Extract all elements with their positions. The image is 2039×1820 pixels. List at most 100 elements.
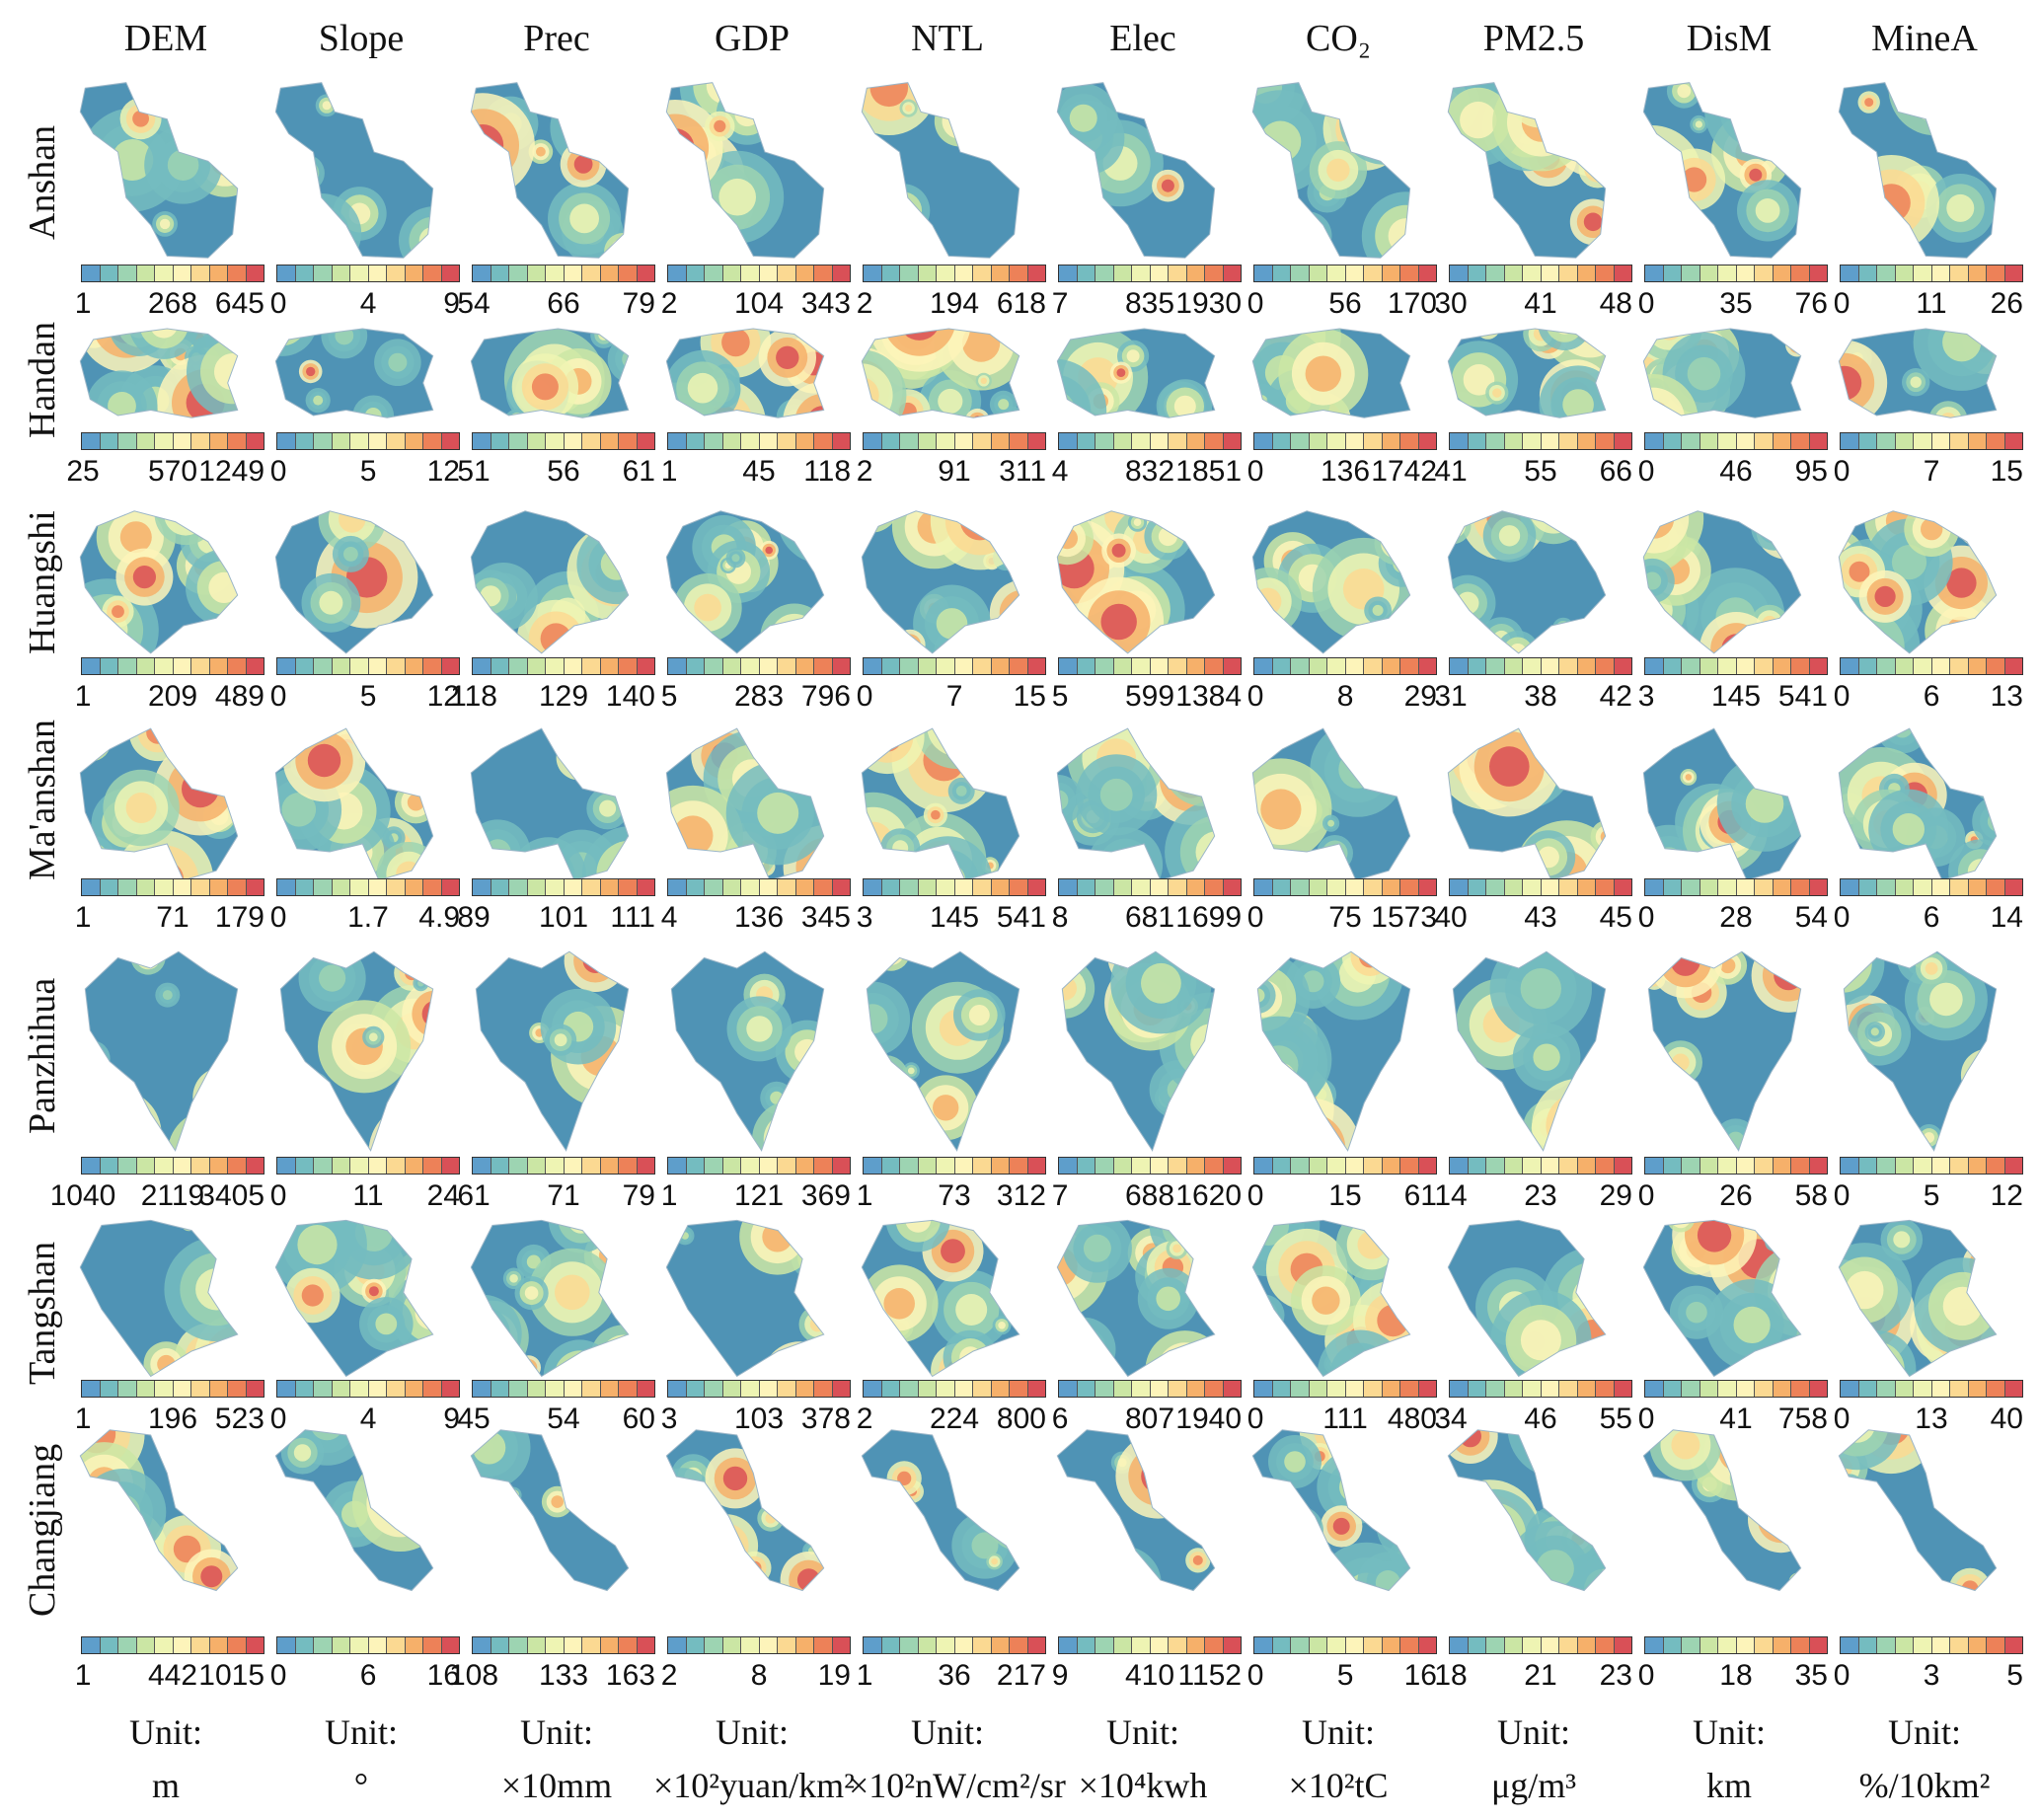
colorbar [863,1157,1046,1175]
tick-label: 179 [214,901,264,934]
unit-label: Unit: m [67,1706,264,1812]
tick-label: 1 [856,1179,873,1212]
tick-label: 0 [1637,1403,1655,1435]
colorbar [1644,432,1828,450]
tick-label: 26 [1719,1179,1753,1212]
colorbar [863,1380,1046,1398]
tick-label: 1.7 [347,901,389,934]
colorbar-ticks: 14 23 29 [1434,1176,1632,1216]
tick-label: 40 [1434,901,1468,934]
unit-value: ×10²yuan/km² [653,1766,855,1805]
tick-label: 0 [1246,680,1264,713]
tick-label: 0 [1637,1179,1655,1212]
tick-label: 645 [214,287,264,320]
map-panel [468,318,632,426]
tick-label: 4 [359,1403,377,1435]
tick-label: 7 [1051,1179,1069,1212]
colorbar-ticks: 0 11 24 [270,1176,460,1216]
tick-label: 45 [742,455,776,488]
map-panel [1445,1217,1609,1385]
colorbar [472,1636,655,1654]
colorbar [1253,1157,1437,1175]
column-header: Elec [1109,18,1176,59]
tick-label: 129 [539,680,589,713]
colorbar-ticks: 2 194 618 [857,284,1046,324]
unit-caption: Unit: [715,1712,789,1752]
column-header: Prec [523,18,590,59]
tick-label: 0 [1833,287,1850,320]
tick-label: 18 [1434,1659,1468,1692]
colorbar-ticks: 0 13 40 [1834,1400,2023,1439]
colorbar-ticks: 108 133 163 [449,1656,655,1696]
tick-label: 0 [1833,680,1850,713]
tick-label: 76 [1794,287,1828,320]
tick-label: 15 [1013,680,1046,713]
tick-label: 0 [1833,901,1850,934]
colorbar [1058,1380,1242,1398]
unit-label: Unit: ×10²nW/cm²/sr [849,1706,1066,1812]
tick-label: 9 [443,1403,460,1435]
colorbar-ticks: 31 38 42 [1434,677,1632,717]
tick-label: 1 [660,1179,678,1212]
tick-label: 111 [1322,1403,1368,1435]
row-header: Huangshi [22,510,63,654]
colorbar [276,1380,460,1398]
colorbar [1449,1636,1632,1654]
tick-label: 6 [1923,680,1940,713]
map-panel [77,725,241,883]
tick-label: 43 [1524,901,1557,934]
colorbar-ticks: 0 56 170 [1247,284,1437,324]
colorbar [1840,265,2023,282]
tick-label: 0 [1833,1179,1850,1212]
colorbar [667,657,851,675]
colorbar-ticks: 7 835 1930 [1052,284,1243,324]
tick-label: 12 [426,680,460,713]
colorbar-ticks: 1040 2119 3405 [50,1176,264,1216]
map-panel [859,725,1022,883]
colorbar [1840,1157,2023,1175]
tick-label: 224 [930,1403,980,1435]
colorbar [81,265,264,282]
column-header: DisM [1686,18,1773,59]
colorbar-ticks: 4 136 345 [661,898,851,938]
tick-label: 66 [547,287,580,320]
colorbar [472,265,655,282]
tick-label: 0 [1246,901,1264,934]
tick-label: 2 [856,455,873,488]
map-panel [1054,503,1218,656]
colorbar [1644,657,1828,675]
map-panel [272,503,436,656]
tick-label: 0 [1833,1659,1850,1692]
tick-label: 0 [1637,1659,1655,1692]
tick-label: 104 [734,287,785,320]
colorbar [1058,1636,1242,1654]
tick-label: 28 [1719,901,1753,934]
colorbar-ticks: 0 1.7 4.9 [270,898,460,938]
tick-label: 6 [1051,1403,1069,1435]
tick-label: 1 [74,680,92,713]
tick-label: 23 [1524,1179,1557,1212]
colorbar-ticks: 0 5 16 [1247,1656,1437,1696]
colorbar [1840,878,2023,896]
tick-label: 2 [856,1403,873,1435]
map-panel [663,948,827,1155]
tick-label: 1940 [1175,1403,1243,1435]
tick-label: 54 [1794,901,1828,934]
map-panel [859,318,1022,426]
tick-label: 40 [1990,1403,2023,1435]
unit-value: μg/m³ [1490,1766,1577,1805]
tick-label: 9 [443,287,460,320]
map-panel [1640,725,1804,883]
colorbar-ticks: 0 41 758 [1638,1400,1828,1439]
tick-label: 1930 [1175,287,1243,320]
colorbar [1644,1380,1828,1398]
colorbar-ticks: 1 442 1015 [75,1656,264,1696]
colorbar [276,1636,460,1654]
column-header: CO₂ [1305,18,1372,59]
tick-label: 1742 [1371,455,1438,488]
tick-label: 8 [1336,680,1354,713]
tick-label: 31 [1434,680,1468,713]
tick-label: 133 [539,1659,589,1692]
tick-label: 345 [800,901,851,934]
map-panel [77,1421,241,1594]
